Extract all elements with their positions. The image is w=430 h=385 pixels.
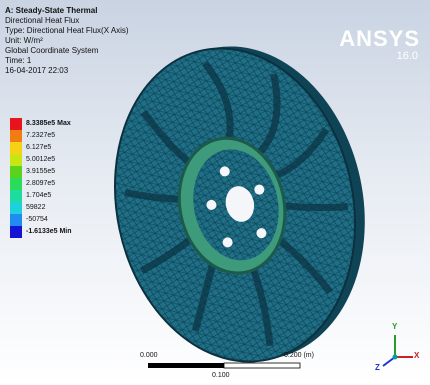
timestamp: 16-04-2017 22:03: [5, 66, 68, 76]
model-view: [0, 0, 430, 385]
result-unit: Unit: W/m²: [5, 36, 43, 46]
legend-swatch: [10, 226, 22, 238]
legend-swatch: [10, 130, 22, 142]
legend-label: -1.6133e5 Min: [26, 228, 72, 235]
ansys-version: 16.0: [397, 50, 418, 62]
legend-swatch: [10, 154, 22, 166]
legend-label: 1.704e5: [26, 192, 51, 199]
triad-x: X: [414, 351, 419, 360]
time: Time: 1: [5, 56, 31, 66]
ansys-logo: ANSYS: [339, 26, 420, 52]
legend-label: 5.0012e5: [26, 156, 55, 163]
legend-label: 3.9155e5: [26, 168, 55, 175]
legend-swatch: [10, 118, 22, 130]
legend-swatch: [10, 166, 22, 178]
legend-swatch: [10, 178, 22, 190]
legend-label: 6.127e5: [26, 144, 51, 151]
legend-label: 8.3385e5 Max: [26, 120, 71, 127]
ansys-viewport: A: Steady-State Thermal Directional Heat…: [0, 0, 430, 385]
legend-label: -50754: [26, 216, 48, 223]
brake-disc: [87, 24, 393, 384]
triad-y: Y: [392, 322, 397, 331]
legend-swatch: [10, 142, 22, 154]
legend-label: 7.2327e5: [26, 132, 55, 139]
axis-triad: [383, 335, 413, 366]
result-type: Type: Directional Heat Flux(X Axis): [5, 26, 129, 36]
legend-swatch: [10, 214, 22, 226]
scale-start: 0.000: [140, 352, 158, 359]
legend-label: 2.8097e5: [26, 180, 55, 187]
result-name: Directional Heat Flux: [5, 16, 79, 26]
scale-end: 0.200 (m): [284, 352, 314, 359]
legend-label: 59822: [26, 204, 45, 211]
analysis-title: A: Steady-State Thermal: [5, 6, 97, 16]
scale-bar: [148, 363, 300, 368]
legend-swatch: [10, 190, 22, 202]
coordinate-system: Global Coordinate System: [5, 46, 98, 56]
legend-swatch: [10, 202, 22, 214]
triad-z: Z: [375, 363, 380, 372]
scale-mid: 0.100: [212, 372, 230, 379]
